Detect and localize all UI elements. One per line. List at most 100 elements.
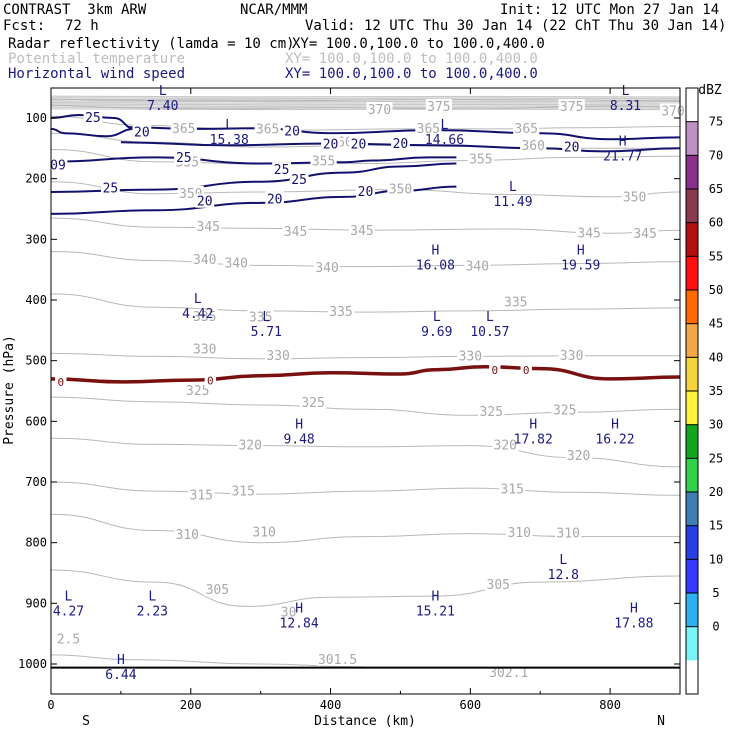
colorbar-level-label: 70 bbox=[709, 148, 723, 162]
theta-label-325: 325 bbox=[553, 403, 576, 418]
theta-label-365: 365 bbox=[515, 122, 538, 137]
model-title: CONTRAST 3km ARW bbox=[3, 2, 147, 18]
theta-label-310: 310 bbox=[252, 525, 275, 540]
wind-label-25-bg bbox=[289, 171, 309, 186]
theta-label-305-bg bbox=[204, 581, 231, 596]
wind-contour-20 bbox=[127, 126, 680, 141]
wind-label-20-bg bbox=[282, 123, 302, 138]
theta-label-370: 370 bbox=[661, 104, 684, 119]
theta-label-335: 335 bbox=[329, 305, 352, 320]
wind-label-20: 20 bbox=[393, 137, 409, 152]
theta-label-315: 315 bbox=[501, 482, 524, 497]
y-tick-label: 400 bbox=[25, 293, 47, 307]
x-axis-label: Distance (km) bbox=[314, 714, 416, 729]
wind-label-25: 25 bbox=[103, 181, 119, 196]
wind-label-25-bg bbox=[101, 180, 120, 195]
theta-label-315: 315 bbox=[190, 488, 213, 503]
colorbar-level-label: 40 bbox=[709, 350, 723, 364]
theta-label-310-bg bbox=[251, 524, 278, 539]
theta-label-340-bg bbox=[313, 259, 341, 274]
theta-label-340: 340 bbox=[315, 261, 338, 276]
theta-label-360-bg bbox=[520, 137, 547, 152]
theta-label-355: 355 bbox=[469, 152, 492, 167]
colorbar-level-label: 15 bbox=[709, 519, 723, 533]
extremum-value: 15.21 bbox=[416, 604, 455, 619]
wind-label-20: 20 bbox=[351, 138, 367, 153]
theta-label-325-bg bbox=[184, 383, 211, 397]
theta-label-330: 330 bbox=[560, 349, 583, 364]
wind-label-25-bg bbox=[83, 110, 103, 124]
colorbar-swatch bbox=[686, 593, 698, 628]
wind-label-20: 20 bbox=[323, 138, 339, 153]
right-end-label: N bbox=[657, 714, 665, 729]
theta-label-375: 375 bbox=[427, 100, 450, 115]
theta-label-320-bg bbox=[237, 437, 264, 452]
theta-label-365-bg bbox=[415, 120, 442, 135]
extremum-low-marker: L bbox=[262, 310, 270, 325]
theta-label-305: 305 bbox=[487, 578, 510, 593]
extremum-value: 9.48 bbox=[283, 433, 314, 448]
theta-label-365: 365 bbox=[417, 122, 440, 137]
theta-label-340-bg bbox=[464, 258, 491, 273]
y-tick-label: 1000 bbox=[18, 657, 47, 671]
contour-labels: 3753753703703653653653653603603553553553… bbox=[48, 99, 687, 681]
theta-label-335-bg bbox=[247, 309, 274, 324]
theta-label-310-bg bbox=[174, 526, 201, 541]
theta-label-320: 320 bbox=[238, 439, 261, 454]
theta-band-line bbox=[51, 108, 680, 111]
y-tick-label: 900 bbox=[25, 596, 47, 610]
theta-label-345: 345 bbox=[197, 220, 220, 235]
forecast-label: Fcst: bbox=[3, 18, 46, 34]
wind-label-20-bg bbox=[356, 184, 375, 199]
colorbar-swatch bbox=[686, 256, 698, 291]
y-tick-label: 200 bbox=[25, 172, 47, 186]
wind-label-20: 20 bbox=[564, 141, 580, 156]
colorbar-level-label: 55 bbox=[709, 249, 723, 263]
theta-label-325-bg bbox=[478, 404, 505, 419]
theta-label-310-bg bbox=[555, 525, 582, 540]
y-tick-label: 800 bbox=[25, 536, 47, 550]
wind-label-09: 09 bbox=[50, 158, 66, 173]
extremum-value: 16.08 bbox=[416, 259, 455, 274]
theta-label-365-bg bbox=[513, 120, 540, 135]
wind-label-20: 20 bbox=[134, 126, 150, 141]
colorbar-level-label: 25 bbox=[709, 451, 723, 465]
colorbar-swatch bbox=[686, 525, 698, 560]
wind-label-20: 20 bbox=[197, 195, 213, 210]
theta-label-330: 330 bbox=[459, 349, 482, 364]
reflectivity-contour-line bbox=[51, 364, 680, 384]
theta-label-350-bg bbox=[621, 189, 648, 204]
theta-label-325-bg bbox=[551, 402, 578, 417]
theta-label-310: 310 bbox=[508, 526, 531, 541]
reflectivity-contour bbox=[51, 364, 680, 384]
theta-label-345-bg bbox=[195, 219, 222, 234]
colorbar-swatch bbox=[686, 458, 698, 493]
theta-fragment-label-bg bbox=[55, 631, 82, 646]
extremum-high-marker: H bbox=[529, 418, 537, 433]
center-title: NCAR/MMM bbox=[240, 2, 308, 18]
colorbar-level-label: 30 bbox=[709, 418, 723, 432]
x-tick-label: 200 bbox=[180, 698, 202, 712]
field-reflectivity-name: Radar reflectivity (lamda = 10 cm) bbox=[8, 36, 295, 52]
colorbar-swatch bbox=[686, 559, 698, 594]
theta-label-345-bg bbox=[576, 225, 603, 240]
extremum-value: 6.44 bbox=[105, 668, 136, 683]
extremum-value: 17.82 bbox=[514, 433, 553, 448]
theta-label-345: 345 bbox=[633, 227, 656, 242]
colorbar-swatch bbox=[686, 492, 698, 527]
theta-label-365: 365 bbox=[172, 122, 195, 137]
theta-contour-340 bbox=[51, 251, 680, 268]
theta-fragment-label: 2.5 bbox=[57, 633, 80, 648]
theta-label-305-bg bbox=[485, 577, 512, 592]
colorbar-level-label: 60 bbox=[709, 216, 723, 230]
theta-label-345: 345 bbox=[284, 225, 307, 240]
wind-contour-25 bbox=[51, 162, 457, 193]
extremum-high-marker: H bbox=[577, 244, 585, 259]
colorbar-level-label: 10 bbox=[709, 552, 723, 566]
wind-label-20: 20 bbox=[267, 192, 283, 207]
y-tick-label: 100 bbox=[25, 111, 47, 125]
theta-label-340-bg bbox=[191, 251, 218, 266]
theta-label-310-bg bbox=[506, 524, 533, 539]
wind-label-20-bg bbox=[195, 193, 215, 208]
